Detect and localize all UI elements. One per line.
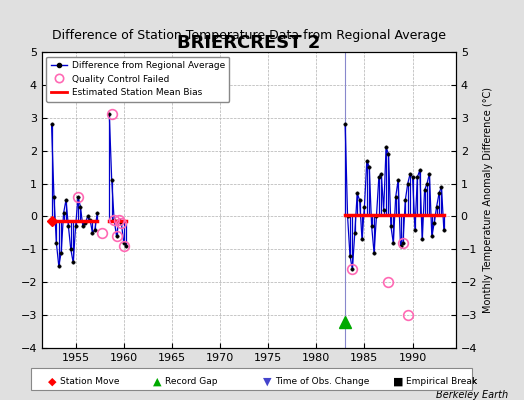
Text: ◆: ◆	[48, 377, 57, 387]
Text: ▼: ▼	[263, 377, 271, 387]
Text: ▲: ▲	[153, 377, 161, 387]
Text: ▼: ▼	[263, 377, 271, 387]
Text: Empirical Break: Empirical Break	[406, 378, 477, 386]
Text: ■: ■	[393, 377, 403, 387]
Text: ◆: ◆	[48, 377, 57, 387]
Text: Record Gap: Record Gap	[165, 378, 217, 386]
Title: BRIERCREST 2: BRIERCREST 2	[177, 34, 321, 52]
Text: Time of Obs. Change: Time of Obs. Change	[275, 378, 369, 386]
Text: Record Gap: Record Gap	[165, 378, 217, 386]
Text: ▲: ▲	[153, 377, 161, 387]
Text: Difference of Station Temperature Data from Regional Average: Difference of Station Temperature Data f…	[52, 29, 446, 42]
Legend: Difference from Regional Average, Quality Control Failed, Estimated Station Mean: Difference from Regional Average, Qualit…	[47, 56, 230, 102]
Text: Time of Obs. Change: Time of Obs. Change	[275, 378, 369, 386]
Text: Station Move: Station Move	[60, 378, 120, 386]
Text: Station Move: Station Move	[60, 378, 120, 386]
Y-axis label: Monthly Temperature Anomaly Difference (°C): Monthly Temperature Anomaly Difference (…	[483, 87, 493, 313]
Text: Empirical Break: Empirical Break	[406, 378, 477, 386]
Text: Berkeley Earth: Berkeley Earth	[436, 390, 508, 400]
Text: ■: ■	[393, 377, 403, 387]
